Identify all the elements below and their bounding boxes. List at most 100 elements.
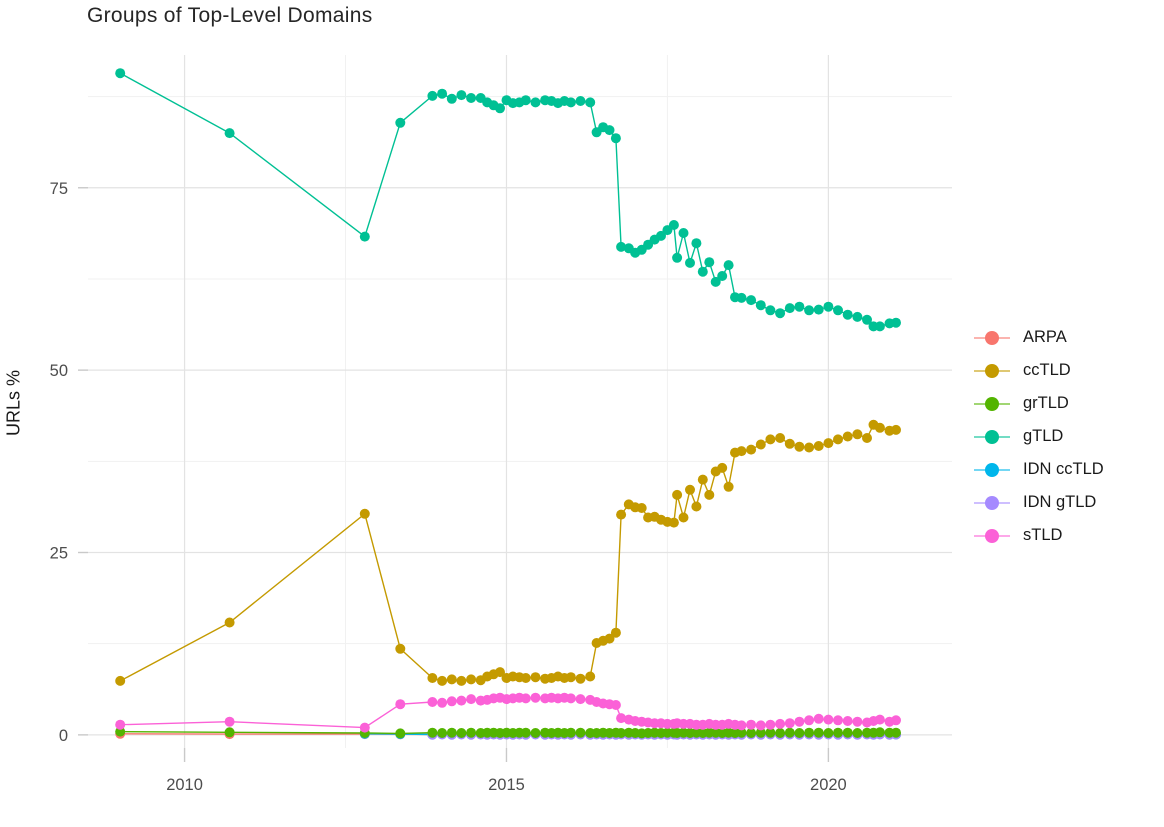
data-point: [691, 238, 702, 249]
data-point: [874, 422, 885, 433]
stld-swatch-icon: [974, 528, 1010, 543]
data-point: [775, 308, 786, 319]
data-point: [746, 444, 757, 455]
data-point: [697, 266, 708, 277]
data-point: [616, 509, 627, 520]
data-point: [704, 257, 715, 268]
data-point: [520, 727, 531, 738]
data-point: [833, 727, 843, 738]
data-point: [565, 693, 576, 704]
legend-item-idn-cctld: IDN ccTLD: [974, 453, 1104, 486]
data-point: [717, 271, 728, 281]
data-point: [775, 718, 786, 729]
y-tick-label: 25: [50, 545, 68, 563]
series-line: [119, 72, 897, 328]
data-point: [616, 713, 627, 724]
data-point: [604, 633, 615, 644]
data-point: [852, 716, 863, 727]
data-point: [891, 317, 901, 328]
data-point: [610, 627, 621, 638]
data-point: [704, 489, 715, 500]
data-point: [668, 517, 679, 528]
data-point: [495, 103, 505, 114]
x-tick-label: 2020: [810, 776, 847, 794]
data-point: [427, 727, 438, 738]
data-point: [115, 675, 126, 686]
data-point: [395, 728, 406, 739]
data-point: [575, 673, 586, 684]
data-point: [610, 133, 621, 144]
data-point: [585, 97, 596, 108]
data-point: [520, 95, 531, 106]
legend-item-stld: sTLD: [974, 519, 1104, 552]
data-point: [395, 117, 406, 128]
data-point: [842, 727, 853, 738]
data-point: [833, 715, 843, 726]
data-point: [224, 716, 235, 727]
data-point: [678, 512, 689, 523]
cctld-swatch-icon: [974, 363, 1010, 378]
data-point: [224, 617, 235, 628]
legend-label: ccTLD: [1023, 361, 1071, 379]
y-tick-label: 0: [59, 727, 68, 745]
data-point: [813, 727, 824, 738]
data-point: [565, 672, 576, 683]
data-point: [813, 713, 824, 724]
data-point: [794, 441, 805, 452]
data-point: [616, 241, 627, 252]
data-point: [672, 252, 683, 263]
data-point: [636, 503, 647, 513]
data-point: [833, 305, 843, 316]
data-point: [794, 716, 805, 727]
data-point: [862, 314, 872, 325]
gtld-swatch-icon: [974, 429, 1010, 444]
data-point: [813, 304, 824, 315]
data-point: [794, 728, 805, 738]
data-point: [656, 230, 666, 241]
data-point: [678, 228, 689, 238]
data-point: [852, 728, 863, 738]
data-point: [585, 671, 596, 682]
data-point: [775, 433, 786, 443]
data-point: [565, 97, 576, 108]
data-point: [804, 305, 815, 316]
data-point: [115, 68, 126, 79]
data-point: [891, 424, 901, 435]
y-tick-label: 75: [50, 180, 68, 198]
data-point: [862, 433, 872, 443]
data-point: [804, 727, 815, 738]
arpa-swatch-icon: [974, 330, 1010, 345]
data-point: [224, 128, 235, 139]
data-point: [823, 438, 834, 449]
data-point: [604, 125, 615, 136]
legend-item-grtld: grTLD: [974, 387, 1104, 420]
series-cctld: [115, 419, 901, 686]
data-point: [610, 700, 621, 710]
legend-item-gtld: gTLD: [974, 420, 1104, 453]
data-point: [446, 696, 457, 707]
data-point: [446, 727, 457, 738]
data-point: [466, 674, 477, 685]
data-point: [746, 728, 757, 738]
data-point: [755, 300, 766, 311]
data-point: [813, 441, 824, 451]
data-point: [456, 675, 467, 686]
data-point: [697, 474, 708, 485]
data-point: [115, 726, 126, 737]
data-point: [833, 434, 843, 445]
legend-label: gTLD: [1023, 427, 1064, 445]
legend-label: grTLD: [1023, 394, 1069, 412]
data-point: [437, 675, 448, 686]
data-point: [224, 727, 235, 738]
data-point: [823, 301, 834, 312]
x-tick-label: 2010: [166, 776, 203, 794]
series-grtld: [115, 726, 901, 739]
legend-item-cctld: ccTLD: [974, 354, 1104, 387]
data-point: [437, 88, 448, 99]
data-point: [466, 694, 477, 705]
data-point: [685, 257, 695, 268]
data-point: [427, 90, 438, 101]
data-point: [823, 714, 834, 725]
